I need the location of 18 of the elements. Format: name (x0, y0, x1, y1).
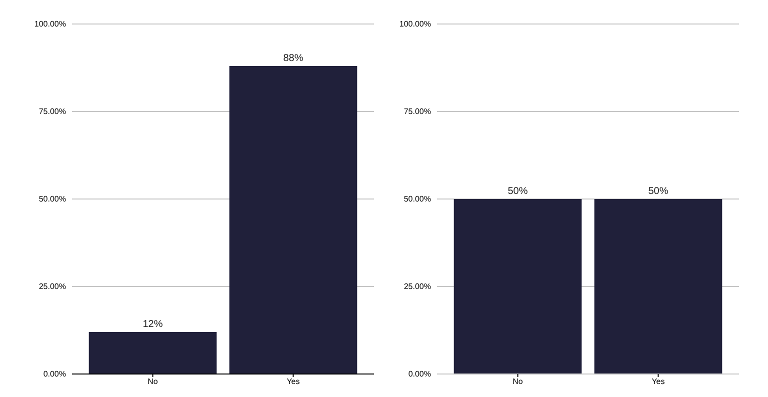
y-tick-label: 75.00% (38, 107, 66, 116)
y-tick-label: 100.00% (399, 20, 431, 29)
y-tick-label: 50.00% (404, 194, 431, 204)
data-label: 50% (508, 186, 528, 197)
y-tick-label: 50.00% (38, 194, 66, 204)
y-tick-label: 0.00% (408, 370, 431, 379)
data-label: 50% (648, 186, 668, 197)
x-tick-label: No (512, 377, 524, 386)
y-tick-label: 25.00% (38, 282, 66, 292)
data-label: 88% (283, 53, 304, 64)
x-tick-label: No (148, 377, 158, 386)
x-tick-label: Yes (286, 377, 300, 386)
y-tick-label: 75.00% (404, 107, 431, 116)
y-tick-label: 0.00% (43, 370, 66, 379)
y-tick-label: 100.00% (34, 20, 66, 29)
data-label: 12% (142, 319, 163, 330)
y-tick-label: 25.00% (404, 282, 431, 292)
x-tick-label: Yes (652, 377, 665, 386)
